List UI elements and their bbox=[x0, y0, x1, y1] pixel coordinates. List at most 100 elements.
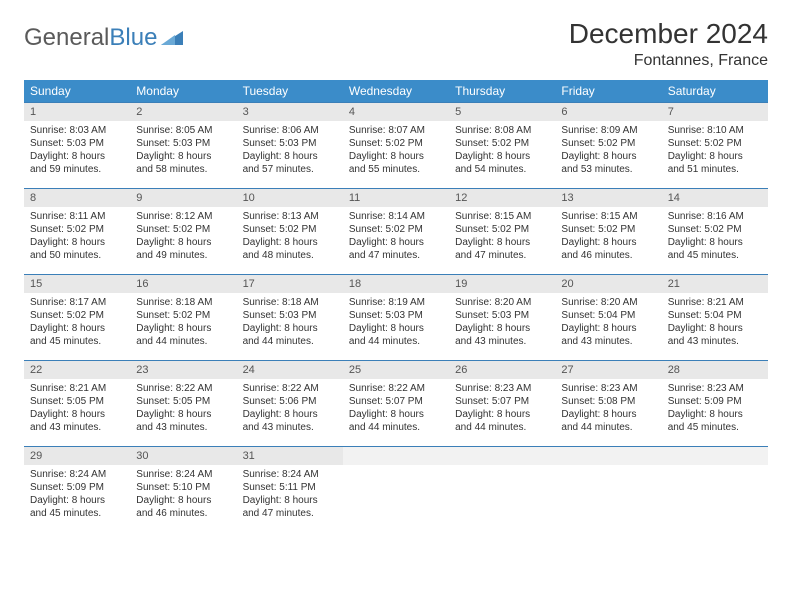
sunset-line: Sunset: 5:09 PM bbox=[668, 395, 762, 408]
sunset-line: Sunset: 5:02 PM bbox=[668, 223, 762, 236]
day-body: Sunrise: 8:08 AMSunset: 5:02 PMDaylight:… bbox=[449, 121, 555, 179]
sunset-value: 5:03 PM bbox=[279, 310, 316, 321]
day-header: Thursday bbox=[449, 80, 555, 103]
day-body: Sunrise: 8:21 AMSunset: 5:04 PMDaylight:… bbox=[662, 293, 768, 351]
day-header: Friday bbox=[555, 80, 661, 103]
triangle-icon bbox=[161, 24, 183, 52]
day-body: Sunrise: 8:24 AMSunset: 5:09 PMDaylight:… bbox=[24, 465, 130, 523]
sunset-label: Sunset: bbox=[668, 396, 705, 407]
calendar-cell: 26Sunrise: 8:23 AMSunset: 5:07 PMDayligh… bbox=[449, 361, 555, 447]
sunrise-line: Sunrise: 8:13 AM bbox=[243, 210, 337, 223]
day-body: Sunrise: 8:14 AMSunset: 5:02 PMDaylight:… bbox=[343, 207, 449, 265]
sunset-line: Sunset: 5:02 PM bbox=[561, 137, 655, 150]
day-number: 14 bbox=[662, 189, 768, 207]
daylight-label: Daylight: bbox=[455, 323, 497, 334]
daylight-label: Daylight: bbox=[455, 237, 497, 248]
sunset-value: 5:02 PM bbox=[492, 224, 529, 235]
month-title: December 2024 bbox=[569, 18, 768, 50]
sunset-line: Sunset: 5:05 PM bbox=[136, 395, 230, 408]
sunset-line: Sunset: 5:04 PM bbox=[561, 309, 655, 322]
calendar-cell: 9Sunrise: 8:12 AMSunset: 5:02 PMDaylight… bbox=[130, 189, 236, 275]
day-body: Sunrise: 8:15 AMSunset: 5:02 PMDaylight:… bbox=[449, 207, 555, 265]
sunrise-label: Sunrise: bbox=[243, 211, 282, 222]
daylight-label: Daylight: bbox=[30, 151, 72, 162]
day-body: Sunrise: 8:24 AMSunset: 5:10 PMDaylight:… bbox=[130, 465, 236, 523]
calendar-week: 8Sunrise: 8:11 AMSunset: 5:02 PMDaylight… bbox=[24, 189, 768, 275]
calendar-cell: 7Sunrise: 8:10 AMSunset: 5:02 PMDaylight… bbox=[662, 103, 768, 189]
calendar-cell bbox=[662, 447, 768, 533]
sunrise-line: Sunrise: 8:24 AM bbox=[30, 468, 124, 481]
daylight-line: Daylight: 8 hours and 53 minutes. bbox=[561, 150, 655, 176]
sunrise-label: Sunrise: bbox=[136, 211, 175, 222]
sunrise-value: 8:15 AM bbox=[495, 211, 532, 222]
daylight-line: Daylight: 8 hours and 46 minutes. bbox=[561, 236, 655, 262]
day-number: 25 bbox=[343, 361, 449, 379]
calendar-cell: 20Sunrise: 8:20 AMSunset: 5:04 PMDayligh… bbox=[555, 275, 661, 361]
daylight-line: Daylight: 8 hours and 57 minutes. bbox=[243, 150, 337, 176]
day-number: 28 bbox=[662, 361, 768, 379]
calendar-cell: 24Sunrise: 8:22 AMSunset: 5:06 PMDayligh… bbox=[237, 361, 343, 447]
day-body: Sunrise: 8:06 AMSunset: 5:03 PMDaylight:… bbox=[237, 121, 343, 179]
sunrise-value: 8:12 AM bbox=[176, 211, 213, 222]
page-header: GeneralBlue December 2024 Fontannes, Fra… bbox=[24, 18, 768, 70]
sunset-label: Sunset: bbox=[243, 310, 280, 321]
sunset-line: Sunset: 5:02 PM bbox=[668, 137, 762, 150]
calendar-cell: 22Sunrise: 8:21 AMSunset: 5:05 PMDayligh… bbox=[24, 361, 130, 447]
calendar-cell: 25Sunrise: 8:22 AMSunset: 5:07 PMDayligh… bbox=[343, 361, 449, 447]
day-number-empty bbox=[449, 447, 555, 465]
sunset-line: Sunset: 5:02 PM bbox=[243, 223, 337, 236]
daylight-label: Daylight: bbox=[349, 409, 391, 420]
day-number: 2 bbox=[130, 103, 236, 121]
daylight-label: Daylight: bbox=[30, 495, 72, 506]
sunrise-line: Sunrise: 8:23 AM bbox=[668, 382, 762, 395]
calendar-table: SundayMondayTuesdayWednesdayThursdayFrid… bbox=[24, 80, 768, 533]
sunrise-value: 8:09 AM bbox=[601, 125, 638, 136]
sunrise-label: Sunrise: bbox=[561, 211, 600, 222]
brand-logo: GeneralBlue bbox=[24, 18, 183, 52]
day-number: 19 bbox=[449, 275, 555, 293]
day-body: Sunrise: 8:20 AMSunset: 5:04 PMDaylight:… bbox=[555, 293, 661, 351]
day-number: 23 bbox=[130, 361, 236, 379]
calendar-cell: 29Sunrise: 8:24 AMSunset: 5:09 PMDayligh… bbox=[24, 447, 130, 533]
sunrise-value: 8:17 AM bbox=[69, 297, 106, 308]
day-body: Sunrise: 8:18 AMSunset: 5:02 PMDaylight:… bbox=[130, 293, 236, 351]
sunset-line: Sunset: 5:07 PM bbox=[455, 395, 549, 408]
day-number: 17 bbox=[237, 275, 343, 293]
sunset-label: Sunset: bbox=[30, 224, 67, 235]
calendar-cell: 19Sunrise: 8:20 AMSunset: 5:03 PMDayligh… bbox=[449, 275, 555, 361]
daylight-line: Daylight: 8 hours and 47 minutes. bbox=[243, 494, 337, 520]
sunrise-line: Sunrise: 8:06 AM bbox=[243, 124, 337, 137]
sunset-value: 5:03 PM bbox=[173, 138, 210, 149]
daylight-line: Daylight: 8 hours and 47 minutes. bbox=[349, 236, 443, 262]
daylight-line: Daylight: 8 hours and 45 minutes. bbox=[30, 494, 124, 520]
sunset-label: Sunset: bbox=[668, 138, 705, 149]
sunset-value: 5:11 PM bbox=[279, 482, 316, 493]
sunrise-line: Sunrise: 8:21 AM bbox=[668, 296, 762, 309]
sunset-label: Sunset: bbox=[668, 224, 705, 235]
sunrise-value: 8:18 AM bbox=[282, 297, 319, 308]
day-body: Sunrise: 8:03 AMSunset: 5:03 PMDaylight:… bbox=[24, 121, 130, 179]
sunrise-line: Sunrise: 8:15 AM bbox=[561, 210, 655, 223]
daylight-line: Daylight: 8 hours and 43 minutes. bbox=[455, 322, 549, 348]
sunrise-value: 8:10 AM bbox=[707, 125, 744, 136]
day-header: Wednesday bbox=[343, 80, 449, 103]
calendar-cell: 28Sunrise: 8:23 AMSunset: 5:09 PMDayligh… bbox=[662, 361, 768, 447]
calendar-week: 29Sunrise: 8:24 AMSunset: 5:09 PMDayligh… bbox=[24, 447, 768, 533]
sunrise-value: 8:24 AM bbox=[176, 469, 213, 480]
sunrise-line: Sunrise: 8:03 AM bbox=[30, 124, 124, 137]
sunrise-line: Sunrise: 8:15 AM bbox=[455, 210, 549, 223]
sunrise-line: Sunrise: 8:16 AM bbox=[668, 210, 762, 223]
daylight-label: Daylight: bbox=[349, 151, 391, 162]
calendar-cell: 13Sunrise: 8:15 AMSunset: 5:02 PMDayligh… bbox=[555, 189, 661, 275]
sunrise-line: Sunrise: 8:23 AM bbox=[561, 382, 655, 395]
day-body: Sunrise: 8:24 AMSunset: 5:11 PMDaylight:… bbox=[237, 465, 343, 523]
day-header: Saturday bbox=[662, 80, 768, 103]
sunrise-label: Sunrise: bbox=[668, 383, 707, 394]
daylight-line: Daylight: 8 hours and 44 minutes. bbox=[455, 408, 549, 434]
sunrise-label: Sunrise: bbox=[349, 125, 388, 136]
sunset-label: Sunset: bbox=[136, 310, 173, 321]
sunset-value: 5:04 PM bbox=[598, 310, 635, 321]
sunset-label: Sunset: bbox=[668, 310, 705, 321]
sunrise-label: Sunrise: bbox=[455, 211, 494, 222]
day-header: Sunday bbox=[24, 80, 130, 103]
